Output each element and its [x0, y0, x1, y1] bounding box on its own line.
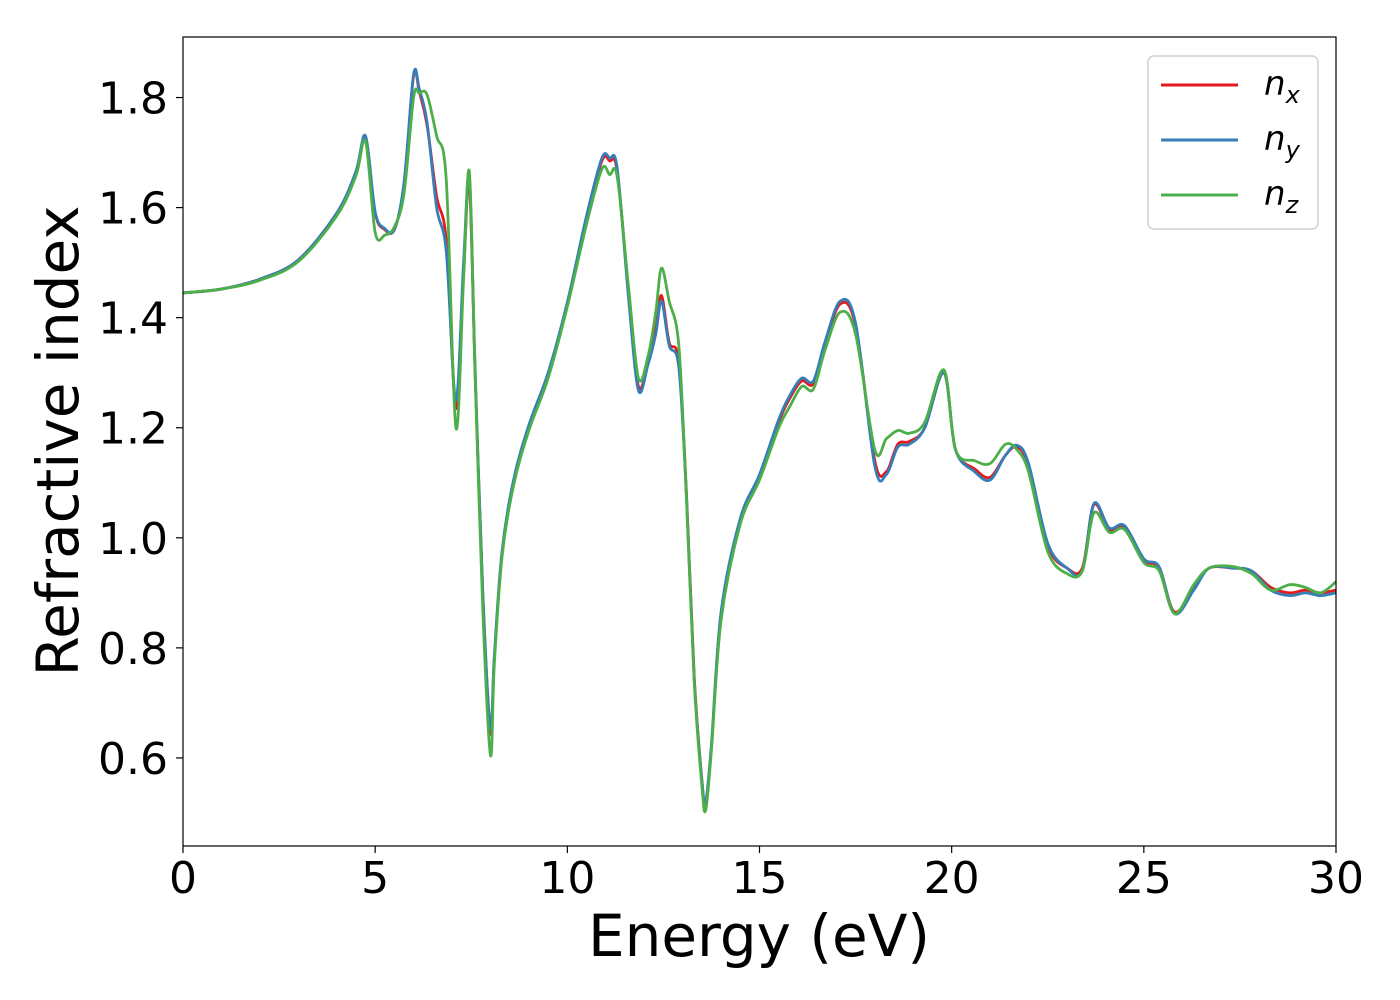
y-tick-label: 0.6 [98, 734, 168, 785]
y-tick-label: 1.2 [98, 404, 168, 455]
x-tick-label: 5 [361, 853, 389, 904]
y-axis-label: Refractive index [24, 205, 92, 676]
x-tick-label: 30 [1308, 853, 1364, 904]
x-tick-label: 0 [169, 853, 197, 904]
y-tick-label: 1.6 [98, 184, 168, 235]
x-tick-label: 25 [1116, 853, 1172, 904]
y-tick-label: 1.4 [98, 294, 168, 345]
y-tick-label: 0.8 [98, 624, 168, 675]
y-axis: 0.6 0.8 1.0 1.2 1.4 1.6 1.8 [98, 74, 183, 785]
x-axis-label: Energy (eV) [588, 902, 930, 970]
x-axis: 0 5 10 15 20 25 30 [169, 846, 1364, 904]
x-tick-label: 20 [924, 853, 980, 904]
series-line-z [183, 87, 1336, 814]
plot-area [183, 67, 1336, 814]
legend-box [1147, 55, 1319, 230]
x-tick-label: 15 [732, 853, 788, 904]
y-tick-label: 1.0 [98, 514, 168, 565]
y-tick-label: 1.8 [98, 74, 168, 125]
x-tick-label: 10 [539, 853, 595, 904]
